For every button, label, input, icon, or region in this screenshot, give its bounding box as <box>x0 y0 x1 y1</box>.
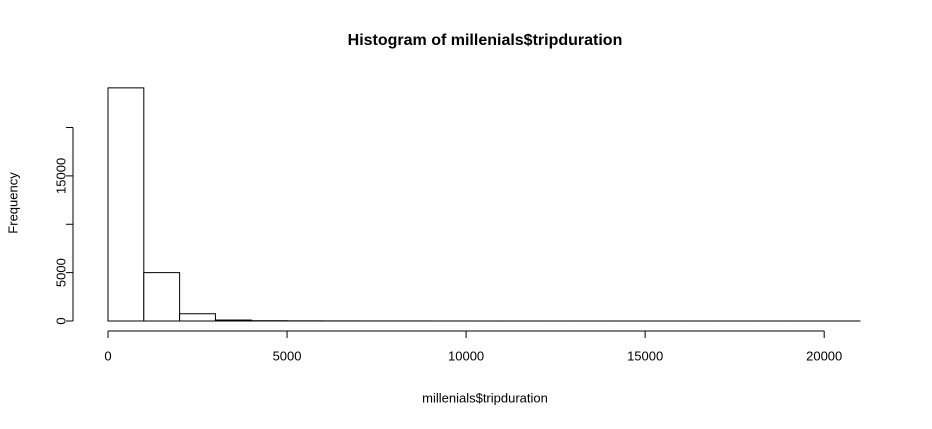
x-tick-label: 10000 <box>448 348 484 363</box>
y-tick-label: 15000 <box>53 158 68 194</box>
x-tick-label: 15000 <box>627 348 663 363</box>
histogram-bar <box>179 313 216 322</box>
x-axis-label: millenials$tripduration <box>422 390 548 405</box>
histogram-bar <box>107 87 145 322</box>
y-tick-label: 5000 <box>53 258 68 287</box>
y-axis-label: Frequency <box>5 172 20 234</box>
y-tick-label: 0 <box>53 317 68 324</box>
histogram-bar <box>143 272 181 322</box>
histogram-bar <box>214 319 252 322</box>
x-tick-label: 0 <box>104 348 111 363</box>
x-tick-label: 20000 <box>806 348 842 363</box>
chart-title: Histogram of millenials$tripduration <box>348 32 623 49</box>
x-tick-label: 5000 <box>273 348 302 363</box>
